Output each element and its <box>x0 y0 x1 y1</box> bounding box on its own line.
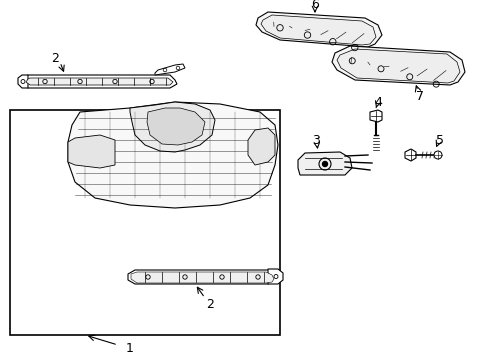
Polygon shape <box>256 12 381 47</box>
Polygon shape <box>267 269 283 284</box>
Circle shape <box>433 151 441 159</box>
Polygon shape <box>22 75 177 88</box>
Polygon shape <box>404 149 415 161</box>
Text: 2: 2 <box>51 51 59 64</box>
Polygon shape <box>247 128 274 165</box>
Polygon shape <box>68 102 278 208</box>
Polygon shape <box>147 108 204 145</box>
Polygon shape <box>68 135 115 168</box>
Text: 4: 4 <box>373 95 381 108</box>
Polygon shape <box>331 46 464 85</box>
Text: 6: 6 <box>310 0 318 12</box>
Polygon shape <box>18 75 28 88</box>
Text: 1: 1 <box>126 342 134 355</box>
Polygon shape <box>261 15 375 45</box>
Polygon shape <box>297 152 351 175</box>
Text: 5: 5 <box>435 134 443 147</box>
Polygon shape <box>369 110 381 122</box>
Polygon shape <box>155 64 184 75</box>
Bar <box>10 110 280 335</box>
Polygon shape <box>131 272 273 283</box>
Polygon shape <box>130 102 215 152</box>
Circle shape <box>322 162 327 166</box>
Text: 3: 3 <box>311 134 319 147</box>
Polygon shape <box>128 270 278 284</box>
Text: 7: 7 <box>415 90 423 104</box>
Polygon shape <box>336 49 459 83</box>
Polygon shape <box>26 78 173 85</box>
Text: 2: 2 <box>205 298 214 311</box>
